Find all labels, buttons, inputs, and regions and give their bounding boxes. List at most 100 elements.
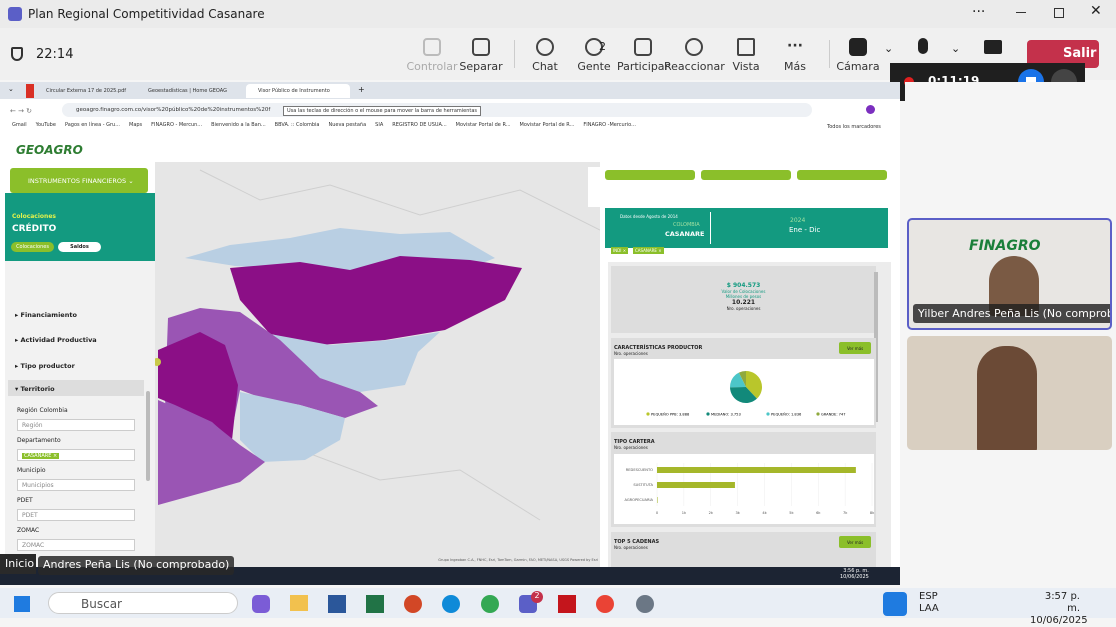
start-tooltip: Inicio [0,554,36,574]
toolbar: ← → ↻ geoagro.finagro.com.co/visor%20púb… [0,99,900,137]
video-tile[interactable] [907,336,1112,450]
react-button[interactable]: Reaccionar [664,38,724,73]
new-tab[interactable]: + [358,85,365,94]
bookmark[interactable]: REGISTRO DE USUA... [392,122,446,134]
popout-button[interactable]: Separar [451,38,511,73]
x-tick-label: 7k [843,511,848,515]
camera-button[interactable]: Cámara [828,38,888,73]
label: Vista [732,60,759,73]
bookmark[interactable]: FINAGRO - Mercun... [151,122,202,134]
x-tick-label: 5k [789,511,794,515]
app-icon[interactable] [290,595,308,611]
bookmark[interactable]: YouTube [36,122,56,134]
start-button[interactable] [14,596,30,612]
app-icon[interactable] [481,595,499,613]
camera-options[interactable]: ⌄ [884,42,893,55]
bookmark[interactable]: Bienvenido a la Ban... [211,122,266,134]
active-tab[interactable]: Visor Público de Instrumento [246,84,350,98]
participant-name: Yilber Andres Peña Lis (No comprob... [913,304,1112,323]
legend-label: PEQUEÑO PPB: 3.888 [651,411,690,416]
legend-label: MEDIANO: 3.753 [711,412,741,416]
tab[interactable]: Circular Externa 17 de 2025.pdf [26,84,130,98]
x-tick-label: 4k [762,511,767,515]
app-icon[interactable] [558,595,576,613]
taskbar: Buscar 2 ESPLAA 3:57 p. m.10/06/2025 [0,588,1116,618]
x-tick-label: 3k [735,511,740,515]
label: Más [784,60,806,73]
close[interactable]: ✕ [1090,3,1102,19]
participants-panel: FINAGRO Yilber Andres Peña Lis (No compr… [905,82,1116,588]
x-tick-label: 6k [816,511,821,515]
label: Chat [532,60,558,73]
profile[interactable] [866,105,875,114]
tooltip: Usa las teclas de dirección o el mouse p… [283,106,481,116]
mic-indicator[interactable] [883,592,907,616]
share-button[interactable] [984,40,1002,54]
y-tick-label: AGROPECUARIA [624,498,653,502]
app-icon[interactable] [596,595,614,613]
bookmark[interactable]: Gmail [12,122,27,134]
bookmark[interactable]: Movistar Portal de R... [456,122,511,134]
bookmark[interactable]: Maps [129,122,142,134]
shield-icon [11,47,23,61]
legend-dot [816,412,819,415]
clock[interactable]: 3:57 p. m.10/06/2025 [1030,591,1080,627]
nav-buttons[interactable]: ← → ↻ [10,107,32,115]
label: Participar [617,60,669,73]
window-title: Plan Regional Competitividad Casanare [28,7,265,21]
mic-options[interactable]: ⌄ [951,42,960,55]
people-count: 2 [599,40,606,53]
url: geoagro.finagro.com.co/visor%20público%2… [76,107,270,113]
badge: 2 [531,591,543,603]
video-tile[interactable]: FINAGRO Yilber Andres Peña Lis (No compr… [907,218,1112,330]
more-button[interactable]: ···Más [765,38,825,73]
x-tick-label: 8k [870,511,875,515]
legend-dot [706,412,709,415]
bookmark[interactable]: SIA [375,122,383,134]
legend-label: PEQUEÑO: 1.836 [771,411,802,416]
app-icon[interactable] [442,595,460,613]
app-icon[interactable] [328,595,346,613]
x-tick-label: 0 [656,511,659,515]
inner-date: 10/06/2025 [840,574,869,580]
bookmark[interactable]: BBVA. :: Colombia [275,122,320,134]
label: Separar [459,60,502,73]
bookmark[interactable]: Movistar Portal de R... [520,122,575,134]
tab-menu[interactable]: ⌄ [8,85,14,93]
language[interactable]: ESPLAA [919,591,939,615]
x-tick-label: 2k [709,511,714,515]
time: 3:57 p. m. [1030,591,1080,615]
more-menu[interactable]: ··· [972,4,985,20]
bookmark[interactable]: FINAGRO -Mercurio... [583,122,636,134]
bookmark[interactable]: Pagos en línea - Gru... [65,122,120,134]
person [977,346,1037,450]
minimize[interactable] [1016,12,1026,13]
bar [657,482,735,488]
app-icon[interactable] [366,595,384,613]
presenter-name: Andres Peña Lis (No comprobado) [38,556,234,575]
app-icon[interactable] [252,595,270,613]
bookmarks-bar: Gmail YouTube Pagos en línea - Gru... Maps F… [12,122,636,134]
inner-clock: 3:56 p. m. 10/06/2025 [840,568,869,580]
x-tick-label: 1k [682,511,687,515]
title-bar: Plan Regional Competitividad Casanare ··… [0,0,1116,28]
shared-screen: ⌄ Circular Externa 17 de 2025.pdf Geoest… [0,82,900,585]
legend-dot [766,412,769,415]
all-bookmarks[interactable]: Todos los marcadores [827,124,881,130]
maximize[interactable] [1054,8,1064,18]
y-tick-label: REDESCUENTO [626,468,653,472]
label: Salir [1063,46,1096,61]
bookmark[interactable]: Nueva pestaña [328,122,366,134]
app-icon[interactable] [636,595,654,613]
mic-button[interactable] [918,38,928,54]
legend-label: GRANDE: 747 [821,412,846,416]
tab-title: Circular Externa 17 de 2025.pdf [46,88,126,94]
app-icon[interactable] [404,595,422,613]
region: LAA [919,603,939,615]
tab[interactable]: Geoestadísticas | Home GEOAG [136,84,240,98]
legend-dot [646,412,649,415]
dashboard-charts: PEQUEÑO PPB: 3.888 MEDIANO: 3.753 PEQUEÑO:… [0,137,900,567]
search-box[interactable]: Buscar [48,592,238,614]
y-tick-label: SUSTITUTA [633,483,653,487]
